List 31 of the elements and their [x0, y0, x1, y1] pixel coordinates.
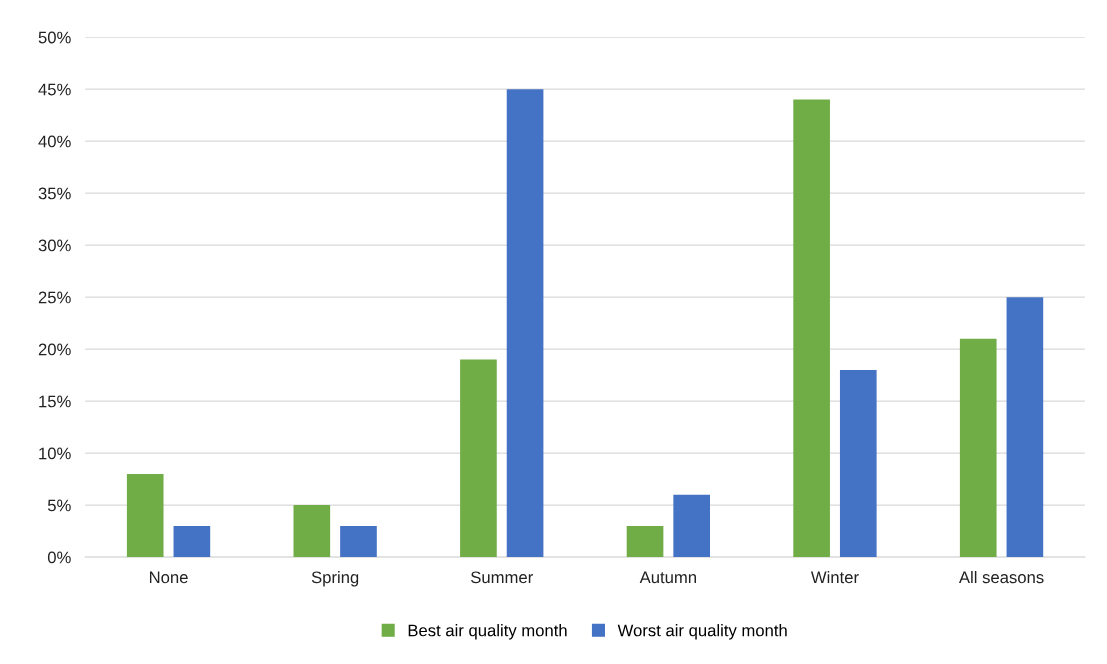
bar: [126, 473, 164, 558]
bar: [839, 369, 877, 558]
y-tick-label: 5%: [47, 499, 71, 512]
bar: [460, 359, 497, 558]
y-tick-label: 0%: [47, 551, 71, 564]
y-tick-label: 25%: [38, 291, 71, 304]
y-tick-label: 15%: [39, 395, 71, 408]
bar: [506, 89, 544, 558]
bar: [173, 525, 211, 558]
y-tick-label: 35%: [38, 187, 71, 200]
y-tick-label: 40%: [38, 135, 71, 148]
bar: [793, 99, 830, 558]
x-tick-label: All seasons: [958, 570, 1044, 584]
y-tick-label: 30%: [38, 239, 71, 252]
x-tick-label: Autumn: [639, 571, 696, 584]
bar: [293, 505, 331, 558]
bar: [340, 525, 377, 558]
x-tick-label: Spring: [311, 570, 359, 587]
bar: [673, 494, 710, 558]
y-tick-label: 20%: [38, 343, 71, 356]
y-tick-label: 50%: [38, 31, 71, 44]
bar: [626, 525, 664, 558]
x-tick-label: None: [149, 571, 188, 584]
y-tick-label: 45%: [38, 83, 71, 96]
legend-label: Worst air quality month: [617, 624, 787, 640]
bar: [1006, 297, 1044, 558]
legend-label: Best air quality month: [408, 624, 567, 640]
bar: [959, 338, 997, 558]
x-tick-label: Winter: [810, 570, 859, 584]
x-tick-label: Summer: [471, 571, 533, 584]
y-tick-label: 10%: [39, 447, 71, 460]
